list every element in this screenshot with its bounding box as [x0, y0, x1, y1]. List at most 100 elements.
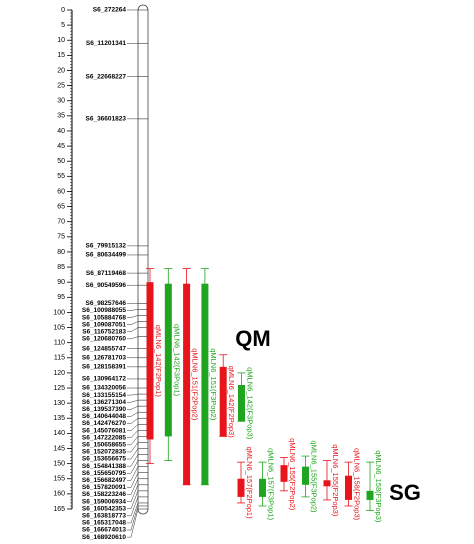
y-tick-label: 55: [57, 173, 65, 180]
y-tick-label: 35: [57, 113, 65, 120]
qtl-bar: [164, 283, 172, 437]
marker-label: S6_133155154: [82, 392, 126, 399]
marker-label: S6_87119468: [86, 270, 127, 277]
qtl-bar: [238, 385, 245, 422]
y-tick-label: 5: [61, 22, 65, 29]
marker-connector: [127, 412, 139, 417]
marker-connector: [127, 454, 139, 467]
marker-connector: [127, 484, 139, 502]
y-tick-label: 75: [57, 234, 65, 241]
marker-label: S6_157820091: [82, 484, 126, 491]
marker-label: S6_152072835: [82, 449, 126, 456]
y-tick-label: 130: [53, 400, 65, 407]
marker-connector: [127, 442, 139, 453]
y-tick-label: 160: [53, 491, 65, 498]
marker-connector: [127, 309, 139, 311]
qtl-bar: [345, 475, 352, 500]
marker-connector: [127, 424, 139, 431]
y-tick-label: 155: [53, 476, 65, 483]
marker-label: S6_166674013: [82, 527, 126, 534]
marker-label: S6_153656675: [82, 456, 126, 463]
qtl-label: qMLN6_157(F2Pop1): [245, 446, 254, 519]
y-tick-label: 135: [53, 415, 65, 422]
marker-connector: [127, 393, 139, 396]
marker-label: S6_98257646: [86, 300, 127, 307]
marker-label: S6_158223246: [82, 491, 126, 498]
y-tick-label: 125: [53, 385, 65, 392]
qtl-label: qMLN6_158(F2Pop3): [353, 448, 362, 521]
qtl-bar: [183, 283, 191, 485]
marker-connector: [127, 448, 139, 460]
marker-connector: [127, 405, 139, 410]
marker-label: S6_11201341: [86, 40, 127, 47]
qtl-bar: [259, 478, 266, 497]
marker-connector: [127, 399, 139, 403]
marker-label: S6_150658655: [82, 442, 126, 449]
marker-label: S6_159006934: [82, 498, 126, 505]
y-tick-label: 45: [57, 143, 65, 150]
marker-label: S6_90549596: [86, 282, 127, 289]
qtl-label: qMLN6_142(F2Pop1): [154, 325, 163, 398]
y-tick-label: 145: [53, 445, 65, 452]
marker-label: S6_126781703: [82, 355, 126, 362]
marker-label: S6_109087051: [82, 321, 126, 328]
marker-label: S6_140644048: [82, 413, 126, 420]
qtl-bar: [323, 480, 331, 487]
marker-label: S6_100988055: [82, 307, 126, 314]
marker-label: S6_105884768: [82, 314, 126, 321]
y-tick-label: 110: [54, 340, 65, 347]
marker-label: S6_134320056: [82, 385, 126, 392]
qtl-label: qMLN6_155(F3Pop2): [310, 440, 319, 513]
qtl-label: qMLN6_155(F2Pop2): [288, 438, 297, 511]
marker-connector: [127, 502, 139, 524]
qtl-label: qMLN6_151(F2Pop2): [191, 348, 200, 421]
qtl-label: qMLN6_151(F3Pop2): [209, 348, 218, 421]
marker-label: S6_130964172: [82, 376, 126, 383]
marker-label: S6_163818773: [82, 513, 126, 520]
y-tick-label: 105: [53, 324, 65, 331]
marker-label: S6_79915132: [86, 243, 127, 250]
qtl-label: qMLN6_142(F2Pop3): [227, 366, 236, 439]
qtl-label: qMLN6_142(F3Pop3): [246, 367, 255, 440]
y-tick-label: 140: [53, 430, 65, 437]
marker-label: S6_139537390: [82, 406, 126, 413]
qtl-bar: [366, 490, 374, 500]
marker-connector: [127, 418, 139, 424]
marker-label: S6_156682497: [82, 477, 126, 484]
marker-label: S6_272264: [93, 7, 127, 14]
marker-connector: [127, 496, 139, 517]
qtl-bar: [219, 366, 227, 437]
qtl-bar: [302, 466, 309, 485]
marker-connector: [127, 466, 139, 481]
marker-label: S6_165317048: [82, 520, 126, 527]
y-tick-label: 25: [57, 82, 65, 89]
y-tick-label: 70: [57, 219, 65, 226]
y-tick-label: 90: [57, 279, 65, 286]
marker-label: S6_168920610: [82, 534, 126, 541]
y-tick-label: 15: [57, 52, 65, 59]
marker-label: S6_155650795: [82, 470, 126, 477]
marker-label: S6_160542353: [82, 505, 126, 512]
marker-connector: [127, 460, 139, 474]
y-tick-label: 85: [57, 264, 65, 271]
group-label: SG: [389, 480, 421, 505]
qtl-label: qMLN6_155(F2Pop3): [331, 444, 340, 517]
marker-label: S6_22668227: [86, 73, 127, 80]
marker-connector: [127, 336, 139, 340]
marker-connector: [127, 478, 139, 495]
y-tick-label: 10: [57, 37, 65, 44]
group-label: QM: [235, 326, 270, 351]
qtl-label: qMLN6_157(F3Pop1): [267, 448, 276, 521]
y-tick-label: 30: [57, 98, 65, 105]
y-tick-label: 60: [57, 188, 65, 195]
marker-connector: [127, 327, 139, 333]
y-tick-label: 150: [53, 460, 65, 467]
qtl-bar: [146, 282, 154, 440]
marker-label: S6_154841388: [82, 463, 126, 470]
marker-label: S6_116752183: [82, 328, 126, 335]
y-tick-label: 165: [53, 506, 65, 513]
marker-label: S6_147222085: [82, 434, 126, 441]
marker-connector: [127, 436, 139, 446]
y-tick-label: 100: [53, 309, 65, 316]
